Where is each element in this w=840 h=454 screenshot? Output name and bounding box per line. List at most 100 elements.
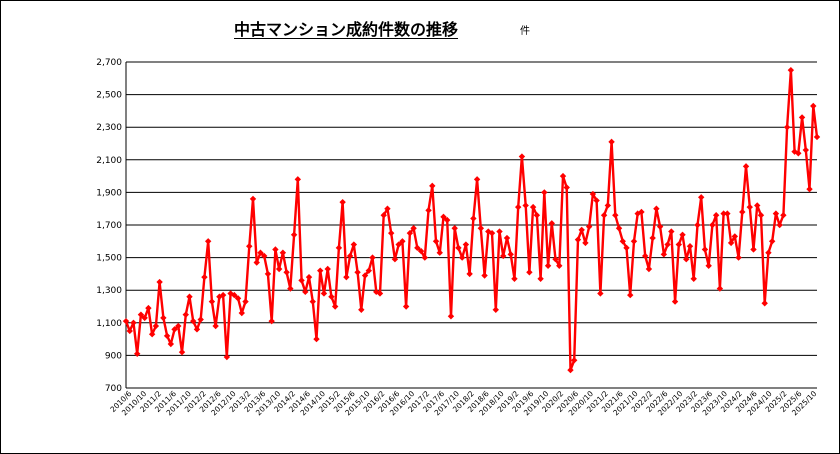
y-tick-label: 2,100 [96, 156, 122, 166]
unit-label: 件 [520, 26, 530, 37]
data-point [141, 314, 148, 322]
data-point [514, 203, 522, 211]
data-point [152, 322, 160, 330]
data-point [317, 267, 324, 274]
data-point [238, 309, 245, 317]
data-point [148, 331, 156, 338]
data-point [649, 234, 656, 242]
data-point [761, 300, 768, 307]
data-point [376, 290, 384, 297]
y-tick-label: 2,300 [96, 123, 122, 133]
data-point [488, 229, 496, 237]
data-point [253, 259, 260, 266]
data-point [739, 208, 746, 216]
data-point [656, 223, 664, 230]
data-point [526, 269, 533, 276]
y-tick-label: 900 [105, 351, 122, 361]
data-point [679, 231, 686, 238]
data-point [402, 303, 410, 310]
data-point [787, 66, 795, 74]
data-point [451, 225, 458, 232]
data-point [754, 202, 761, 209]
data-point [444, 216, 451, 224]
data-point [470, 215, 477, 222]
data-point [175, 322, 182, 330]
data-point [712, 212, 720, 219]
data-point [705, 262, 712, 269]
data-point [395, 241, 402, 248]
y-tick-label: 1,300 [96, 286, 122, 296]
data-point [496, 228, 503, 235]
data-point [421, 254, 429, 261]
data-point [380, 212, 387, 219]
data-point [324, 265, 331, 273]
data-point [529, 203, 537, 211]
data-point [287, 285, 294, 292]
data-point [537, 275, 544, 282]
data-point [757, 212, 765, 219]
data-point [567, 366, 574, 374]
data-point [645, 265, 653, 273]
data-point [257, 249, 264, 256]
data-point [182, 311, 189, 318]
data-point [511, 275, 518, 282]
data-point [249, 195, 257, 203]
data-point [552, 256, 559, 263]
data-point [630, 238, 638, 245]
data-point [559, 172, 567, 180]
data-point [290, 231, 298, 238]
data-point [272, 246, 279, 253]
data-point [720, 210, 727, 217]
data-point [369, 254, 376, 261]
data-point [387, 229, 395, 237]
data-point [264, 270, 272, 278]
data-point [466, 270, 473, 278]
data-point [447, 313, 455, 320]
data-point [768, 238, 776, 245]
data-point [436, 249, 443, 256]
data-point [578, 226, 585, 234]
data-point [701, 246, 709, 253]
data-point [727, 239, 735, 247]
data-point [178, 348, 186, 356]
data-point [765, 249, 772, 256]
data-point [806, 185, 813, 193]
data-point [686, 242, 694, 250]
data-point [481, 272, 488, 279]
data-point [160, 314, 167, 322]
data-point [190, 317, 197, 325]
data-point [548, 220, 556, 227]
data-point [350, 241, 358, 248]
data-point [298, 277, 305, 284]
y-tick-label: 1,700 [96, 221, 122, 231]
data-point [795, 150, 802, 157]
y-tick-label: 1,900 [96, 188, 122, 198]
data-point [361, 272, 369, 279]
data-point [406, 229, 414, 237]
y-tick-label: 1,100 [96, 319, 122, 329]
data-point [503, 234, 511, 242]
data-point [145, 304, 152, 312]
data-point [746, 203, 753, 211]
data-point [234, 295, 242, 302]
data-point [339, 198, 346, 206]
data-point [585, 223, 593, 230]
data-point [305, 273, 313, 281]
data-point [204, 238, 212, 245]
series-markers [122, 66, 821, 374]
data-point [425, 207, 432, 214]
data-point [492, 306, 499, 313]
data-point [671, 298, 679, 305]
data-point [473, 176, 481, 183]
data-point [500, 252, 507, 260]
data-point [604, 202, 612, 209]
data-point [533, 212, 541, 219]
data-point [563, 184, 570, 191]
data-point [279, 249, 287, 256]
data-point [186, 293, 193, 300]
data-point [813, 133, 821, 141]
y-tick-label: 1,500 [96, 254, 122, 264]
data-point [302, 288, 309, 296]
data-point [597, 290, 604, 297]
data-point [440, 213, 447, 221]
